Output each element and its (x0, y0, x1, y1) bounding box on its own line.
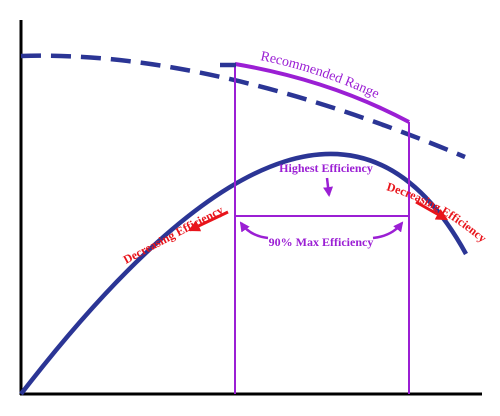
efficiency-curve (19, 151, 468, 396)
max-efficiency-90-label: 90% Max Efficiency (269, 235, 374, 249)
arrow-90-left (239, 221, 269, 240)
decreasing-efficiency-left-label: Decreasing Efficiency (121, 203, 226, 267)
highest-efficiency-label: Highest Efficiency (279, 161, 373, 175)
head-curve-dashed (20, 53, 466, 160)
arrow-90-right (372, 221, 404, 240)
recommended-range-curve (234, 62, 410, 124)
arrow-decreasing-left (187, 210, 229, 232)
arrow-highest-efficiency (323, 177, 334, 197)
decreasing-efficiency-right-label: Decreasing Efficiency (385, 179, 489, 245)
recommended-range-label: Recommended Range (259, 49, 381, 102)
arrow-decreasing-right (415, 200, 449, 221)
